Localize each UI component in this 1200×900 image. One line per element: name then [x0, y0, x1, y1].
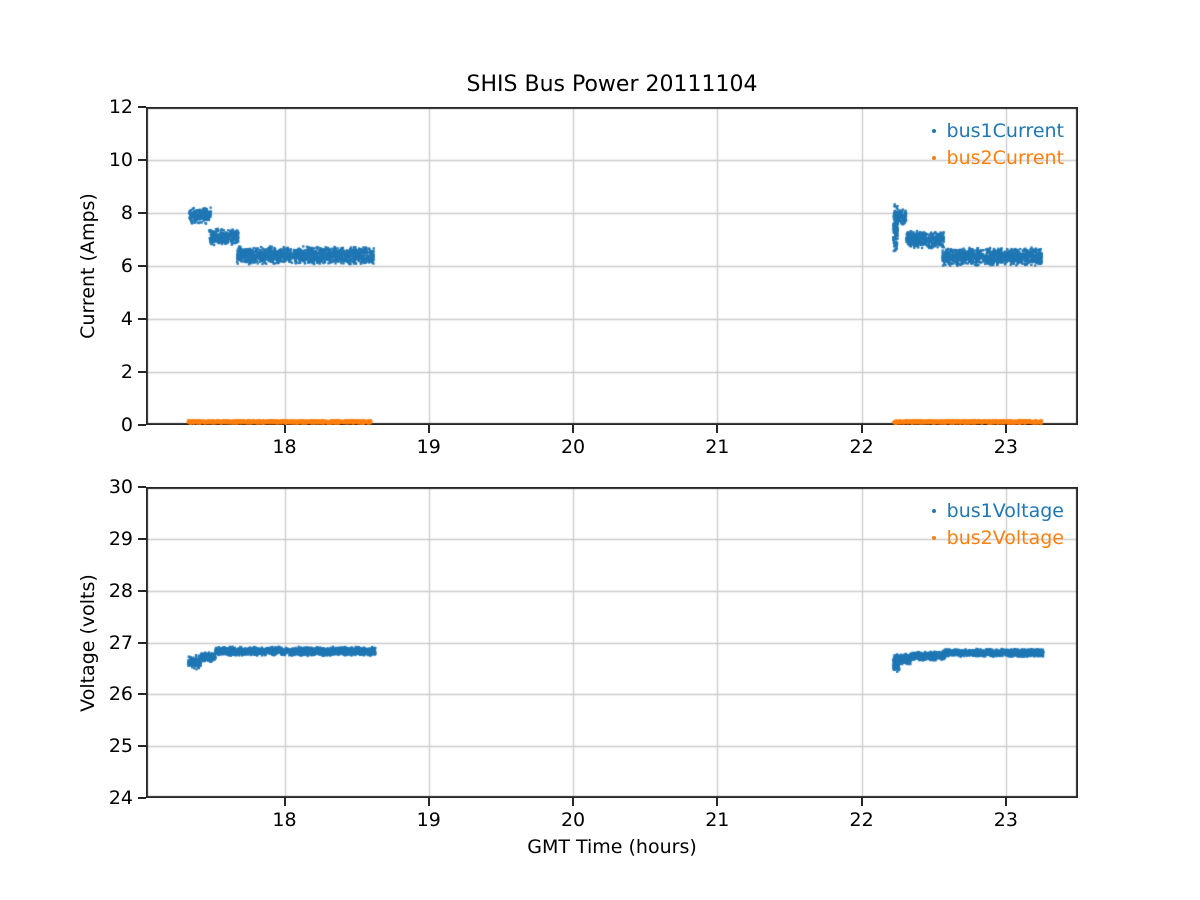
y-tick-label: 30: [108, 476, 133, 498]
y-tick-mark: [138, 797, 146, 799]
y-tick-label: 28: [108, 579, 133, 602]
x-tick-mark: [283, 798, 286, 806]
legend-label: bus2Voltage: [946, 526, 1064, 549]
chart-title: SHIS Bus Power 20111104: [466, 72, 758, 97]
y-tick-mark: [138, 424, 146, 426]
x-tick-mark: [427, 798, 430, 806]
x-tick-label: 19: [416, 436, 441, 458]
x-tick-mark: [860, 425, 863, 433]
y-tick-label: 8: [120, 202, 133, 224]
y-axis-label-current: Current (Amps): [68, 107, 108, 425]
current-legend: bus1Current bus2Current: [921, 117, 1064, 171]
x-tick-mark: [716, 798, 719, 806]
x-tick-mark: [1004, 425, 1007, 433]
y-tick-label: 12: [108, 96, 133, 118]
x-tick-mark: [860, 798, 863, 806]
x-tick-label: 19: [416, 809, 441, 831]
x-tick-mark: [572, 425, 575, 433]
y-tick-label: 0: [120, 414, 133, 436]
y-tick-mark: [138, 589, 146, 592]
x-tick-mark: [427, 425, 430, 433]
x-tick-label: 18: [272, 436, 297, 458]
x-tick-mark: [572, 798, 575, 806]
y-tick-mark: [138, 318, 146, 320]
legend-item-bus2Current: bus2Current: [921, 144, 1064, 171]
x-tick-label: 23: [993, 436, 1018, 458]
legend-label: bus1Voltage: [946, 499, 1064, 522]
legend-item-bus1Voltage: bus1Voltage: [921, 497, 1064, 524]
y-tick-mark: [138, 693, 146, 696]
legend-dot-icon: [921, 128, 947, 133]
y-tick-mark: [138, 371, 146, 373]
y-tick-label: 29: [108, 527, 133, 550]
y-tick-mark: [138, 641, 146, 644]
y-tick-mark: [138, 159, 146, 161]
x-tick-label: 21: [705, 809, 730, 831]
y-tick-label: 24: [108, 787, 133, 809]
x-tick-mark: [716, 425, 719, 433]
legend-item-bus1Current: bus1Current: [921, 117, 1064, 144]
y-tick-mark: [138, 537, 146, 540]
x-tick-mark: [283, 425, 286, 433]
x-tick-label: 23: [993, 809, 1018, 831]
current-plot-area: bus1Current bus2Current: [146, 107, 1078, 425]
y-tick-label: 27: [108, 631, 133, 654]
y-tick-label: 2: [120, 361, 133, 383]
legend-dot-icon: [921, 155, 947, 160]
current-plot-canvas: [146, 107, 1078, 425]
voltage-legend: bus1Voltage bus2Voltage: [921, 497, 1064, 551]
x-axis-label: GMT Time (hours): [527, 836, 697, 858]
legend-label: bus1Current: [946, 119, 1064, 142]
y-tick-label: 26: [108, 683, 133, 706]
legend-label: bus2Current: [946, 146, 1064, 169]
y-axis-label-voltage: Voltage (volts): [68, 487, 108, 798]
legend-dot-icon: [921, 508, 947, 513]
y-tick-mark: [138, 745, 146, 748]
voltage-plot-area: bus1Voltage bus2Voltage: [146, 487, 1078, 798]
x-tick-label: 22: [849, 809, 874, 831]
x-tick-label: 18: [272, 809, 297, 831]
y-tick-label: 6: [120, 255, 133, 277]
y-tick-mark: [138, 265, 146, 267]
x-tick-label: 20: [560, 436, 586, 458]
x-tick-label: 22: [849, 436, 874, 458]
legend-dot-icon: [921, 535, 947, 540]
x-tick-label: 21: [705, 436, 730, 458]
y-axis-label-current-text: Current (Amps): [77, 193, 100, 339]
y-tick-label: 4: [120, 308, 133, 330]
y-tick-label: 10: [108, 149, 133, 171]
voltage-plot-canvas: [146, 487, 1078, 798]
y-tick-mark: [138, 486, 146, 488]
x-tick-label: 20: [560, 809, 586, 831]
y-tick-mark: [138, 106, 146, 108]
x-tick-mark: [1004, 798, 1007, 806]
y-tick-label: 25: [108, 735, 133, 758]
legend-item-bus2Voltage: bus2Voltage: [921, 524, 1064, 551]
y-tick-mark: [138, 212, 146, 214]
y-axis-label-voltage-text: Voltage (volts): [77, 573, 100, 712]
